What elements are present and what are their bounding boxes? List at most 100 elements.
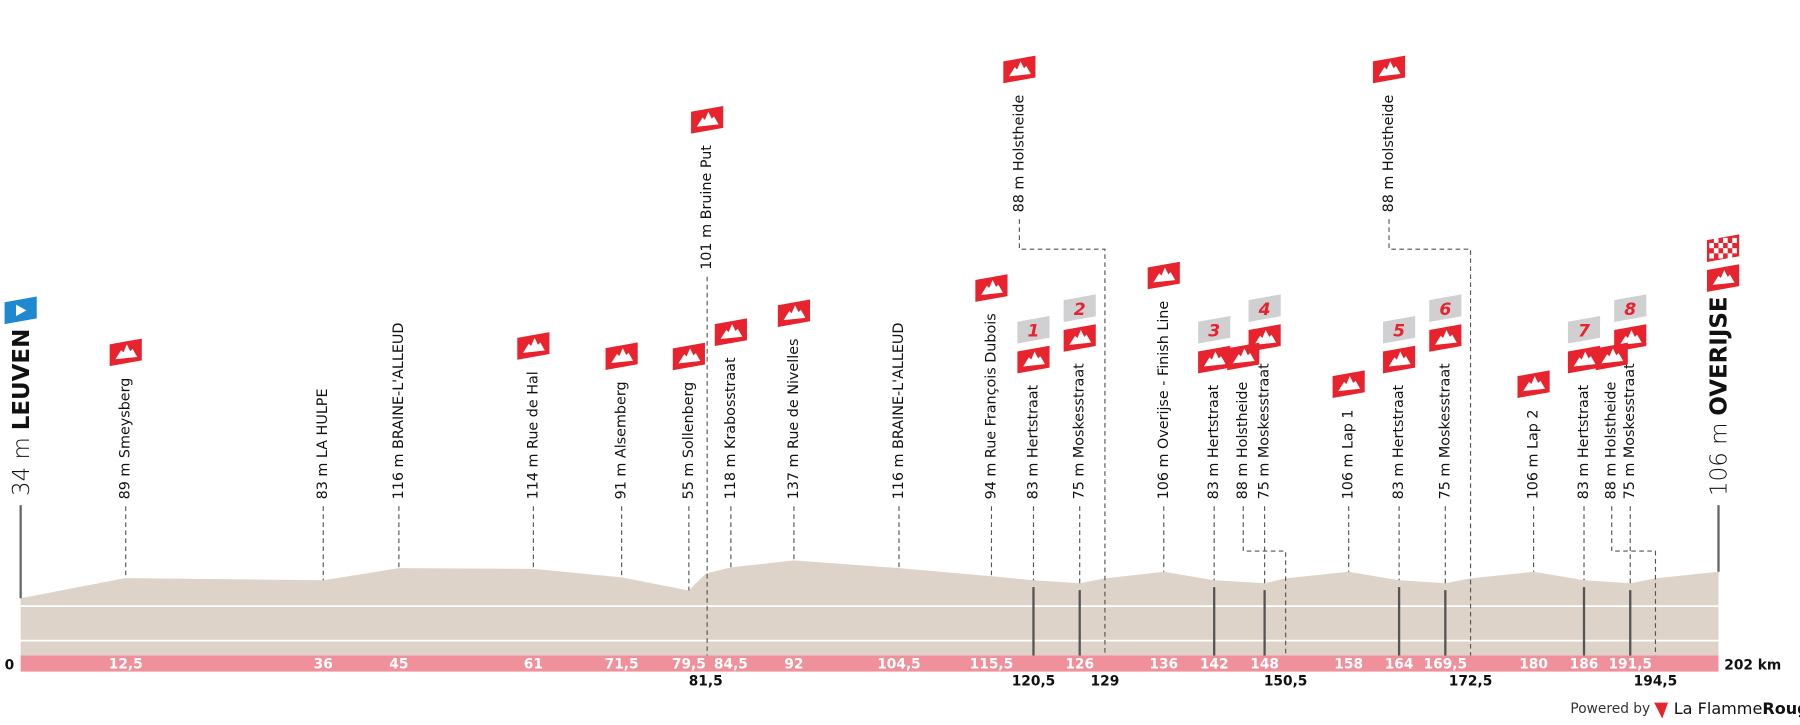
start-name: LEUVEN — [8, 329, 34, 431]
x-tick-label: 180 — [1519, 657, 1548, 673]
climb-mountain — [783, 305, 806, 321]
lap-badge: 3 — [1198, 315, 1231, 344]
lap-badge: 8 — [1614, 294, 1647, 322]
lap-badge: 2 — [1063, 294, 1096, 322]
x-tick-label: 142 — [1200, 657, 1229, 673]
climb-icon — [605, 342, 638, 370]
point-label: 116 m BRAINE-L'ALLEUD — [391, 323, 407, 500]
finish-label: 106 m OVERIJSE — [1706, 296, 1732, 496]
climb-mountain — [981, 280, 1003, 295]
x-tick-label: 148 — [1250, 657, 1279, 673]
lap-badge: 5 — [1383, 315, 1416, 344]
distance-bar — [20, 655, 1719, 672]
badge-number: 4 — [1258, 300, 1271, 320]
x-tick-label: 194,5 — [1634, 673, 1678, 689]
point-label: 89 m Smeysberg — [118, 378, 134, 500]
climb-mountain — [523, 337, 545, 353]
x-tick-label: 158 — [1334, 657, 1363, 673]
x-tick-label: 36 — [314, 657, 333, 673]
point-label: 94 m Rue François Dubois — [983, 313, 999, 499]
lap-badge: 6 — [1429, 294, 1462, 322]
climb-mountain — [1434, 329, 1457, 345]
x-tick-label: 92 — [784, 657, 803, 673]
brand-regular: La Flamme — [1674, 699, 1763, 718]
point-label: 114 m Rue de Hal — [525, 371, 541, 499]
climb-icon — [1595, 342, 1628, 371]
brand: La FlammeRouge — [1674, 699, 1800, 718]
leader-line — [1388, 219, 1472, 656]
climb-mountain — [1069, 329, 1092, 345]
point-label: 88 m Holstheide — [1011, 95, 1027, 213]
climb-mountain — [1601, 348, 1624, 364]
x-tick-label: 84,5 — [714, 657, 748, 673]
x-tick-label: 81,5 — [689, 673, 723, 689]
climb-mountain — [1388, 351, 1411, 367]
badge-flag — [1567, 315, 1601, 344]
finish-check — [1727, 253, 1733, 259]
x-tick-label: 169,5 — [1424, 657, 1468, 673]
brand-logo — [1654, 702, 1668, 719]
climb-icon — [672, 342, 705, 371]
x-tick-label: 71,5 — [605, 657, 639, 673]
start-flag — [4, 296, 37, 325]
climb-mountain — [1619, 329, 1642, 345]
point-label: 101 m Bruine Put — [699, 145, 715, 270]
lap-badge: 4 — [1248, 294, 1281, 322]
climb-mountain — [1338, 376, 1361, 392]
point-label: 137 m Rue de Nivelles — [786, 339, 802, 500]
point-label: 75 m Moskesstraat — [1437, 363, 1453, 499]
climb-icon — [975, 274, 1008, 302]
point-label: 106 m Lap 2 — [1526, 409, 1542, 499]
point-label: 75 m Moskesstraat — [1622, 363, 1638, 499]
finish-check — [1732, 237, 1737, 244]
x-tick-label: 164 — [1385, 657, 1414, 673]
brand-bold: Rouge — [1762, 699, 1800, 718]
leader-line — [1242, 506, 1287, 656]
start-label: 34 m LEUVEN — [8, 329, 34, 496]
climb-icon — [1567, 345, 1601, 374]
badge-number: 5 — [1393, 322, 1405, 342]
climb-mountain — [1153, 267, 1176, 283]
elevation-profile — [20, 560, 1719, 656]
point-label: 75 m Moskesstraat — [1257, 363, 1273, 499]
finish-check — [1713, 237, 1719, 244]
badge-flag — [1063, 294, 1096, 322]
point-label: 88 m Holstheide — [1604, 382, 1620, 500]
finish-check — [1709, 253, 1714, 259]
climb-icon — [1198, 345, 1231, 374]
badge-flag — [1614, 294, 1647, 322]
climb-icon — [1332, 370, 1365, 398]
point-label: 118 m Krabosstraat — [723, 357, 739, 499]
climb-icon — [777, 299, 811, 328]
leader-line — [1018, 219, 1106, 656]
start-flag-arrow — [16, 304, 27, 317]
finish-name: OVERIJSE — [1706, 296, 1732, 415]
finish-check — [1713, 248, 1719, 254]
finish-check — [1709, 243, 1714, 249]
x-tick-label: 126 — [1065, 657, 1094, 673]
climb-icon — [1372, 55, 1406, 84]
badge-flag — [1248, 294, 1281, 322]
climb-icon — [714, 318, 747, 346]
x-tick-label: 0 — [5, 657, 15, 673]
climb-mountain — [1573, 351, 1596, 367]
point-label: 83 m LA HULPE — [315, 388, 331, 499]
climb-icon — [1707, 264, 1740, 292]
climb-mountain — [611, 348, 634, 364]
finish-check — [1718, 243, 1724, 249]
start-elevation: 34 m — [8, 437, 34, 496]
climb-icon — [1517, 370, 1550, 398]
x-tick-label: 12,5 — [109, 657, 143, 673]
climb-mountain — [1712, 270, 1735, 285]
badge-flag — [1017, 315, 1050, 344]
climb-mountain — [1254, 329, 1277, 345]
point-label: 83 m Hertstraat — [1391, 384, 1407, 499]
climb-mountain — [720, 324, 743, 340]
point-label: 88 m Holstheide — [1235, 382, 1251, 500]
climb-icon — [1003, 55, 1036, 84]
climb-icon — [1017, 345, 1050, 374]
climb-mountain — [1523, 376, 1546, 392]
climb-icon — [1429, 324, 1462, 352]
climb-mountain — [678, 348, 701, 364]
